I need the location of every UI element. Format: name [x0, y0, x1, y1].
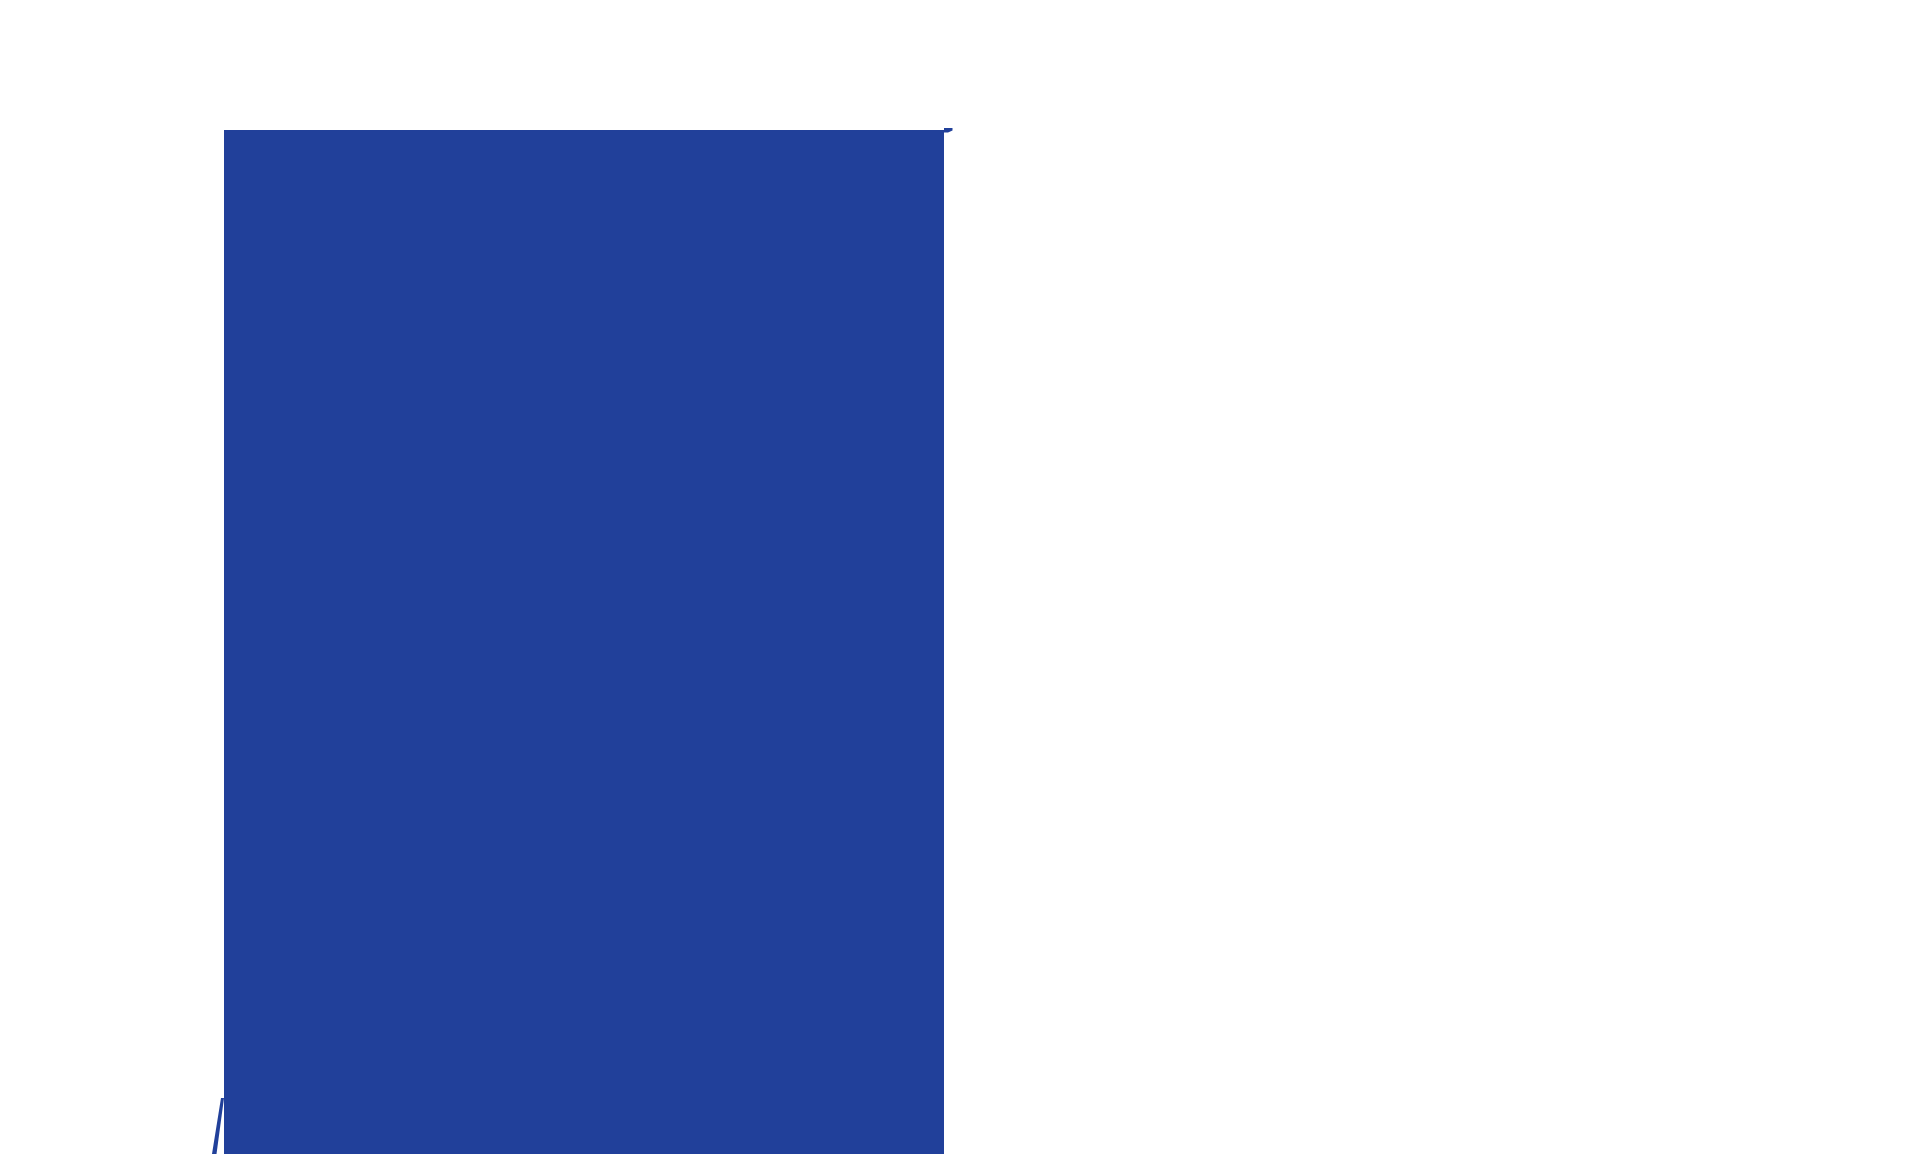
blue-rectangle: [224, 130, 944, 1154]
bottom-left-slash: [212, 1098, 224, 1154]
top-right-serif: [944, 128, 953, 133]
